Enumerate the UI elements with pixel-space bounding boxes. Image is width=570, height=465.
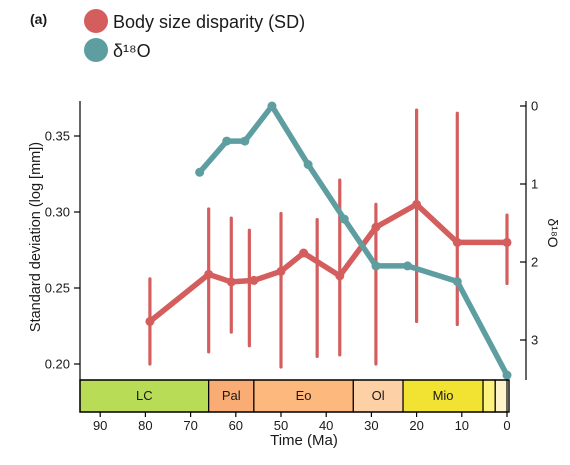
sd-point xyxy=(412,199,422,209)
epoch-segment xyxy=(482,379,496,413)
y-tick-label-left: 0.20 xyxy=(45,357,70,372)
d18o-point xyxy=(195,167,205,177)
epoch-label: Ol xyxy=(372,388,385,403)
legend-swatch-d18o xyxy=(84,38,108,62)
epoch-label: Pal xyxy=(222,388,241,403)
sd-point xyxy=(226,277,236,287)
epoch-label: Mio xyxy=(433,388,454,403)
x-tick-label: 50 xyxy=(274,418,288,433)
x-tick-label: 0 xyxy=(503,418,510,433)
legend-swatch-sd xyxy=(84,9,108,33)
epoch-bar: LC Pal Eo Ol Mio xyxy=(79,379,510,413)
sd-point xyxy=(335,271,345,281)
y-tick-label-right: 0 xyxy=(531,99,538,114)
d18o-point xyxy=(240,136,250,146)
sd-point xyxy=(452,237,462,247)
y-ticks-right: 0 1 2 3 xyxy=(520,99,538,348)
d18o-series-line xyxy=(196,103,510,378)
x-tick-label: 30 xyxy=(364,418,378,433)
d18o-point xyxy=(222,136,232,146)
y-tick-label-left: 0.30 xyxy=(45,205,70,220)
y-tick-label-right: 1 xyxy=(531,177,538,192)
d18o-point xyxy=(502,370,512,380)
x-axis-label: Time (Ma) xyxy=(270,432,338,449)
sd-point xyxy=(371,222,381,232)
x-tick-label: 70 xyxy=(183,418,197,433)
y-axis-label-left: Standard deviation (log [mm]) xyxy=(28,142,44,332)
epoch-segment xyxy=(494,379,508,413)
x-tick-label: 20 xyxy=(409,418,423,433)
sd-point xyxy=(145,316,155,326)
sd-point xyxy=(502,237,512,247)
epoch-label: Eo xyxy=(296,388,312,403)
y-tick-label-right: 3 xyxy=(531,333,538,348)
d18o-point xyxy=(403,261,413,271)
d18o-point xyxy=(303,160,313,169)
y-tick-label-left: 0.25 xyxy=(45,281,70,296)
x-tick-label: 60 xyxy=(229,418,243,433)
panel-label: (a) xyxy=(30,11,47,27)
y-tick-label-left: 0.35 xyxy=(45,129,70,144)
y-axis-label-right: δ¹⁸O xyxy=(545,218,561,247)
sd-point xyxy=(204,269,214,279)
sd-point xyxy=(249,275,259,285)
sd-point xyxy=(276,266,286,276)
epoch-bar-outline xyxy=(79,379,510,413)
x-ticks: 90 80 70 60 50 40 30 20 10 0 xyxy=(93,412,511,433)
legend-label-d18o: δ¹⁸O xyxy=(113,41,151,61)
d18o-point xyxy=(452,277,462,286)
y-tick-label-right: 2 xyxy=(531,255,538,270)
d18o-point xyxy=(339,214,349,224)
plot-area xyxy=(145,101,512,380)
d18o-point xyxy=(371,261,381,271)
epoch-label: LC xyxy=(136,388,153,403)
sd-series-line xyxy=(147,201,510,325)
legend: Body size disparity (SD) δ¹⁸O xyxy=(84,9,305,62)
x-tick-label: 90 xyxy=(93,418,107,433)
d18o-point xyxy=(267,101,277,111)
x-tick-label: 10 xyxy=(455,418,469,433)
y-ticks-left: 0.20 0.25 0.30 0.35 xyxy=(45,129,80,372)
x-tick-label: 80 xyxy=(138,418,152,433)
epoch-segment xyxy=(402,379,484,413)
x-tick-label: 40 xyxy=(319,418,333,433)
sd-point xyxy=(299,248,309,258)
legend-label-sd: Body size disparity (SD) xyxy=(113,12,305,32)
